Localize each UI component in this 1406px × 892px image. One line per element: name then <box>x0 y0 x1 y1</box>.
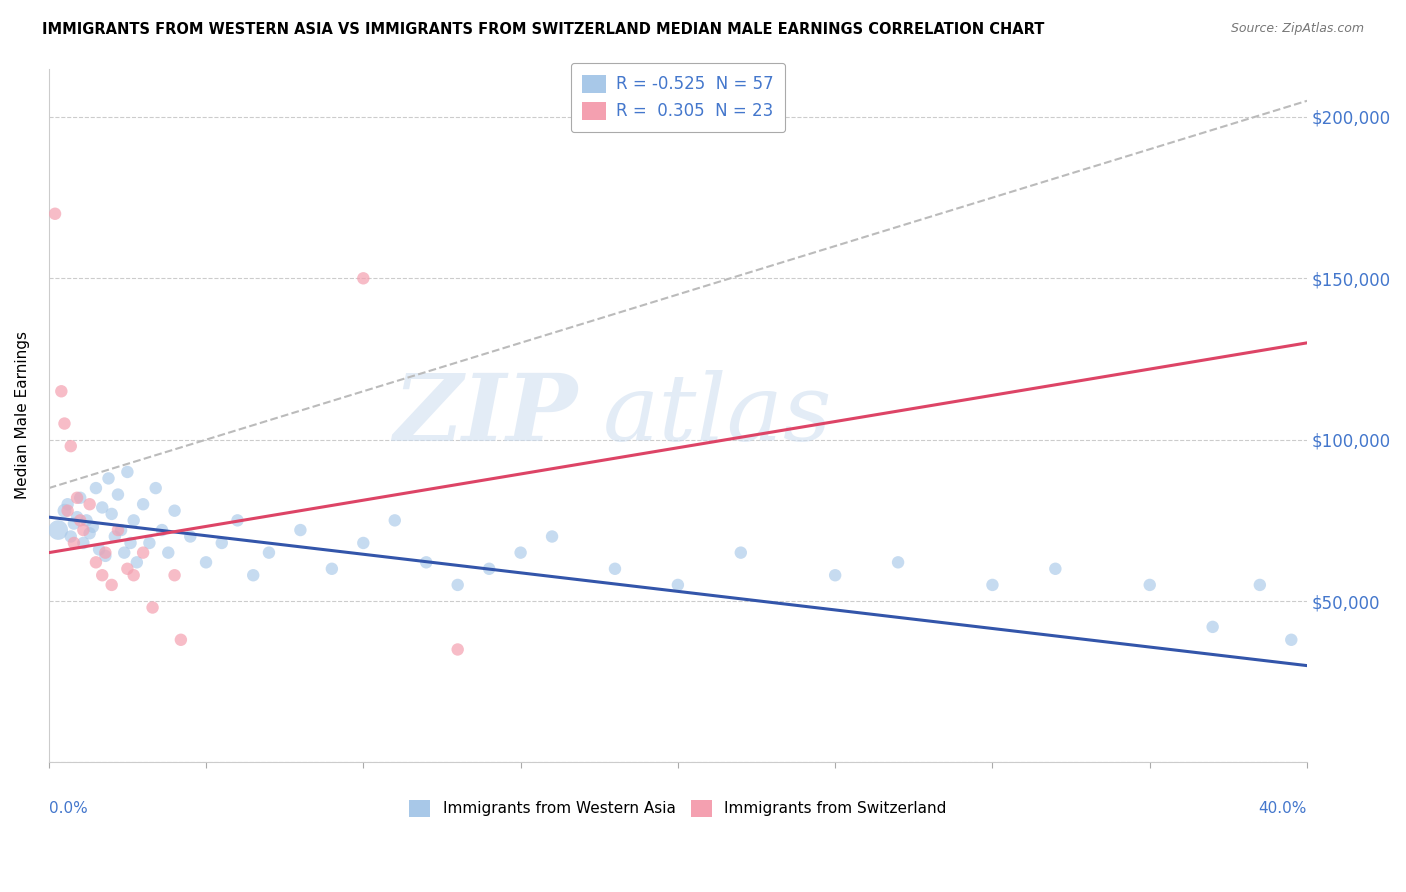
Point <box>1249 578 1271 592</box>
Point <box>91 500 114 515</box>
Text: Source: ZipAtlas.com: Source: ZipAtlas.com <box>1230 22 1364 36</box>
Text: 40.0%: 40.0% <box>1258 801 1308 815</box>
Point <box>44 207 66 221</box>
Point <box>56 497 79 511</box>
Point <box>226 513 249 527</box>
Point <box>132 497 155 511</box>
Point <box>321 562 343 576</box>
Point <box>415 555 437 569</box>
Point <box>887 555 910 569</box>
Point <box>120 536 142 550</box>
Point <box>1279 632 1302 647</box>
Point <box>59 439 82 453</box>
Point <box>142 600 165 615</box>
Point <box>132 546 155 560</box>
Point <box>730 546 752 560</box>
Point <box>541 529 564 543</box>
Point <box>69 513 91 527</box>
Point <box>51 384 73 399</box>
Point <box>107 523 129 537</box>
Point <box>1201 620 1223 634</box>
Point <box>211 536 233 550</box>
Point <box>56 504 79 518</box>
Point <box>824 568 846 582</box>
Point <box>69 491 91 505</box>
Point <box>981 578 1004 592</box>
Point <box>63 536 86 550</box>
Point <box>170 632 193 647</box>
Point <box>242 568 264 582</box>
Point <box>666 578 689 592</box>
Y-axis label: Median Male Earnings: Median Male Earnings <box>15 332 30 500</box>
Point <box>84 555 107 569</box>
Point <box>59 529 82 543</box>
Legend: Immigrants from Western Asia, Immigrants from Switzerland: Immigrants from Western Asia, Immigrants… <box>401 792 955 824</box>
Point <box>112 546 135 560</box>
Point <box>122 513 145 527</box>
Point <box>179 529 201 543</box>
Point <box>110 523 132 537</box>
Point <box>478 562 501 576</box>
Point <box>100 578 122 592</box>
Point <box>46 523 69 537</box>
Point <box>163 568 186 582</box>
Point <box>1139 578 1161 592</box>
Point <box>447 642 470 657</box>
Point <box>63 516 86 531</box>
Point <box>447 578 470 592</box>
Point <box>87 542 110 557</box>
Point <box>352 536 374 550</box>
Point <box>94 546 117 560</box>
Point <box>100 507 122 521</box>
Point <box>352 271 374 285</box>
Point <box>53 504 76 518</box>
Text: 0.0%: 0.0% <box>49 801 87 815</box>
Point <box>72 536 94 550</box>
Point <box>1045 562 1067 576</box>
Point <box>91 568 114 582</box>
Point <box>82 520 104 534</box>
Point <box>157 546 180 560</box>
Point <box>125 555 148 569</box>
Point <box>66 510 89 524</box>
Point <box>122 568 145 582</box>
Point <box>79 497 101 511</box>
Point <box>150 523 173 537</box>
Point <box>138 536 160 550</box>
Text: atlas: atlas <box>602 370 832 460</box>
Point <box>66 491 89 505</box>
Point <box>84 481 107 495</box>
Point <box>163 504 186 518</box>
Point <box>76 513 98 527</box>
Point <box>104 529 127 543</box>
Point <box>79 526 101 541</box>
Point <box>509 546 531 560</box>
Point <box>117 465 139 479</box>
Text: ZIP: ZIP <box>392 370 578 460</box>
Point <box>195 555 218 569</box>
Point <box>97 471 120 485</box>
Point <box>53 417 76 431</box>
Point <box>94 549 117 563</box>
Point <box>117 562 139 576</box>
Point <box>257 546 280 560</box>
Point <box>145 481 167 495</box>
Point <box>384 513 406 527</box>
Point <box>290 523 312 537</box>
Point <box>72 523 94 537</box>
Point <box>603 562 626 576</box>
Text: IMMIGRANTS FROM WESTERN ASIA VS IMMIGRANTS FROM SWITZERLAND MEDIAN MALE EARNINGS: IMMIGRANTS FROM WESTERN ASIA VS IMMIGRAN… <box>42 22 1045 37</box>
Point <box>107 487 129 501</box>
